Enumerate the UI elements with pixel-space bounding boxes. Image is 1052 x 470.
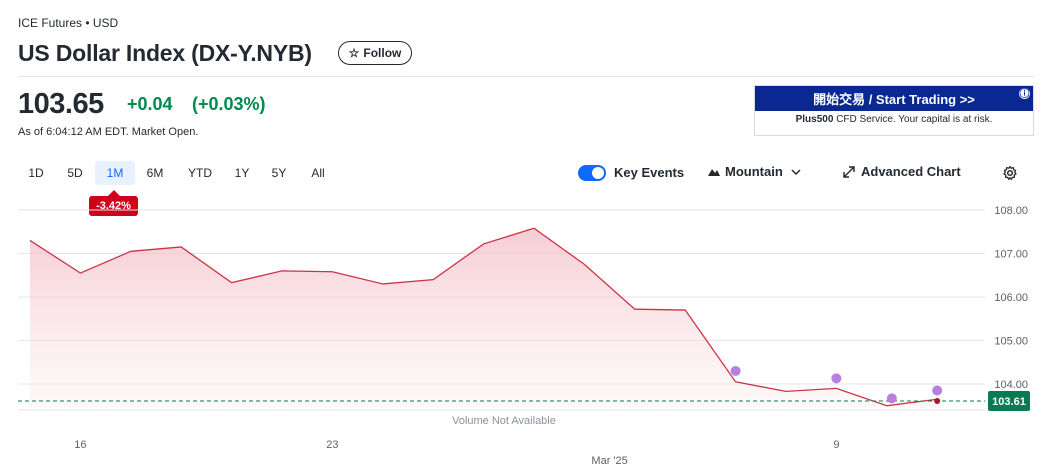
current-price: 103.65 [18,88,104,120]
last-price-label: 103.61 [992,396,1026,408]
advanced-chart-label: Advanced Chart [861,164,961,179]
advanced-chart-button[interactable]: Advanced Chart [843,164,961,179]
ad-disclaimer: Plus500 CFD Service. Your capital is at … [755,114,1033,125]
period-change-badge: -3.42% [89,196,138,216]
range-1d[interactable]: 1D [28,166,44,180]
gear-icon[interactable] [1002,165,1018,181]
x-tick-label: 16 [74,439,86,451]
price-change-percent: (+0.03%) [192,94,266,114]
key-events[interactable] [730,365,943,404]
page-title: US Dollar Index (DX-Y.NYB) [18,40,312,66]
y-axis: 108.00 107.00 106.00 105.00 104.00 [994,205,1028,391]
star-icon: ☆ [348,46,360,60]
ad-banner[interactable]: 開始交易 / Start Trading >> [755,86,1033,111]
chart-type-dropdown[interactable]: Mountain [708,164,801,179]
volume-note: Volume Not Available [452,415,556,427]
key-event-marker[interactable] [831,373,842,384]
mountain-icon [708,168,720,176]
ad-unit[interactable]: 開始交易 / Start Trading >> ⓘ Plus500 CFD Se… [754,85,1034,136]
expand-icon [843,165,855,178]
x-axis: 16 23 Mar '25 9 [74,439,839,467]
y-tick-label: 105.00 [994,336,1028,348]
key-events-label[interactable]: Key Events [614,165,685,180]
range-1y[interactable]: 1Y [234,166,250,180]
range-ytd[interactable]: YTD [188,166,212,180]
price-chart[interactable]: 108.00 107.00 106.00 105.00 104.00 16 23 Mar '… [0,190,1052,470]
last-price-box [988,390,1030,411]
chevron-down-icon [791,168,801,175]
badge-pointer [108,190,120,196]
range-5y[interactable]: 5Y [271,166,287,180]
exchange-label: ICE Futures • USD [18,16,119,30]
toggle-knob [592,167,604,179]
range-all[interactable]: All [311,166,325,180]
info-icon[interactable]: ⓘ [1018,87,1031,100]
price-area [30,228,938,410]
key-event-marker[interactable] [932,385,943,396]
ad-brand: Plus500 [795,114,834,125]
x-tick-label: 23 [326,439,338,451]
y-tick-label: 108.00 [994,205,1028,217]
y-tick-label: 104.00 [994,379,1028,391]
range-6m[interactable]: 6M [146,166,164,180]
price-line [29,227,938,407]
ad-tagline: CFD Service. Your capital is at risk. [833,114,993,125]
range-1m[interactable]: 1M [95,161,135,185]
key-events-toggle[interactable] [578,165,606,181]
chart-type-label: Mountain [725,164,783,179]
y-tick-label: 107.00 [994,249,1028,261]
y-tick-label: 106.00 [994,292,1028,304]
range-5d[interactable]: 5D [67,166,83,180]
price-change: +0.04 [127,94,173,114]
x-tick-label: 9 [833,439,839,451]
last-point [934,397,941,404]
x-tick-label: Mar '25 [591,455,627,467]
key-event-marker[interactable] [730,365,741,376]
header-divider [18,76,1034,77]
follow-button[interactable]: ☆ Follow [338,41,412,65]
quote-timestamp: As of 6:04:12 AM EDT. Market Open. [18,126,199,138]
follow-label: Follow [363,46,402,60]
key-event-marker[interactable] [886,393,897,404]
